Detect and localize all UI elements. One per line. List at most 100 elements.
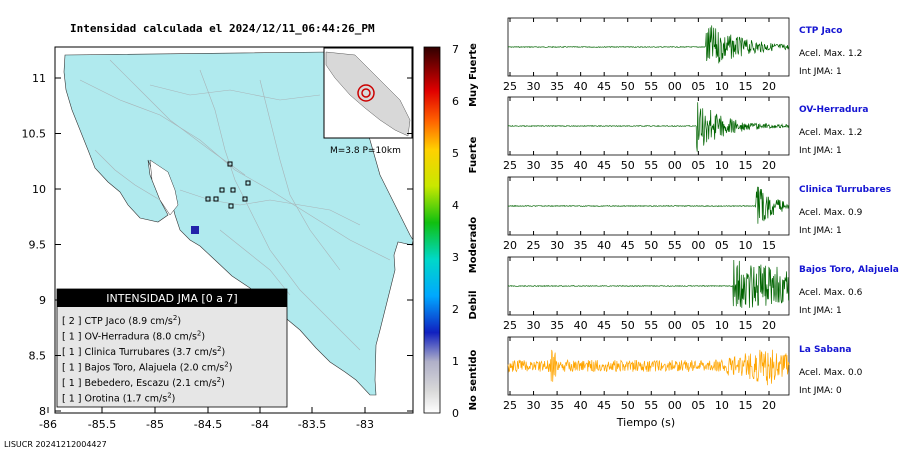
trace-tick-label: 25 — [503, 319, 517, 332]
lat-label: 10 — [32, 183, 46, 196]
trace-tick-label: 20 — [503, 239, 517, 252]
station-name: Bajos Toro, Alajuela — [799, 265, 899, 275]
trace-tick-label: 30 — [527, 319, 541, 332]
trace-tick-label: 30 — [527, 399, 541, 412]
trace-tick-label: 25 — [503, 80, 517, 93]
trace-panel: 25 30 35 40 45 50 55 00 05 10 15 20 Bajos Toro, Alaj… — [503, 256, 899, 332]
epicenter-ring — [357, 84, 375, 102]
legend-entry: [ 2 ] CTP Jaco (8.9 cm/s2) — [62, 314, 181, 327]
station-name: Clinica Turrubares — [799, 185, 891, 195]
trace-panel: 25 30 35 40 45 50 55 00 05 10 15 20 CTP Jaco Acel. Ma… — [503, 17, 862, 93]
seismic-traces: 25 30 35 40 45 50 55 00 05 10 15 20 CTP Jaco Acel. Ma… — [503, 17, 899, 412]
lat-label: 9 — [39, 294, 46, 307]
lon-label: -84 — [251, 418, 269, 431]
trace-tick-label: 40 — [574, 159, 588, 172]
trace-panel: 25 30 35 40 45 50 55 00 05 10 15 20 OV-Herradura Acel… — [503, 96, 868, 172]
trace-tick-label: 55 — [668, 239, 682, 252]
peak-accel: Acel. Max. 0.9 — [799, 208, 863, 218]
lon-label: -86 — [39, 418, 57, 431]
station-marker — [219, 187, 225, 193]
gulf-of-nicoya — [149, 159, 179, 216]
trace-tick-label: 55 — [644, 319, 658, 332]
intensity-map: M=3.8 P=10km INTENSIDAD JMA [0 a 7] [ 2 … — [22, 46, 414, 431]
colorbar-tick: 6 — [452, 95, 459, 108]
waveform — [507, 102, 790, 152]
jma-intensity: Int JMA: 0 — [799, 386, 842, 396]
colorbar-label: Fuerte — [468, 136, 479, 173]
trace-tick-label: 30 — [527, 159, 541, 172]
footer-id: LISUCR 20241212004427 — [4, 440, 107, 449]
lat-label: 10.5 — [22, 128, 47, 141]
lat-label: 8.5 — [29, 350, 47, 363]
trace-tick-label: 40 — [574, 80, 588, 93]
lat-label: 9.5 — [29, 239, 47, 252]
trace-tick-label: 50 — [621, 159, 635, 172]
trace-tick-label: 55 — [644, 80, 658, 93]
colorbar: 7 6 5 4 3 2 1 0 Muy Fuerte Fuerte Moderado Debil No… — [423, 43, 479, 420]
jma-intensity: Int JMA: 1 — [799, 146, 842, 156]
trace-tick-label: 45 — [597, 319, 611, 332]
colorbar-gradient — [423, 46, 441, 414]
trace-tick-label: 45 — [597, 399, 611, 412]
trace-tick-label: 15 — [762, 239, 776, 252]
trace-tick-label: 00 — [668, 159, 682, 172]
station-marker — [213, 196, 219, 202]
colorbar-label: Muy Fuerte — [468, 43, 479, 107]
jma-intensity: Int JMA: 1 — [799, 67, 842, 77]
lon-label: -83 — [356, 418, 374, 431]
trace-tick-label: 05 — [715, 239, 729, 252]
trace-tick-label: 15 — [738, 80, 752, 93]
colorbar-tick: 5 — [452, 147, 459, 160]
peak-accel: Acel. Max. 1.2 — [799, 128, 862, 138]
waveform — [507, 186, 790, 224]
trace-tick-label: 25 — [503, 399, 517, 412]
inset-label: M=3.8 P=10km — [330, 146, 401, 156]
trace-tick-label: 05 — [691, 399, 705, 412]
waveform — [508, 25, 790, 64]
trace-tick-label: 40 — [574, 399, 588, 412]
trace-tick-label: 15 — [738, 159, 752, 172]
waveform — [507, 349, 790, 386]
trace-tick-label: 10 — [715, 80, 729, 93]
waveform — [508, 259, 790, 308]
station-name: CTP Jaco — [799, 26, 842, 36]
station-name: OV-Herradura — [799, 105, 868, 115]
trace-tick-label: 15 — [738, 319, 752, 332]
peak-accel: Acel. Max. 1.2 — [799, 49, 862, 59]
trace-tick-label: 50 — [621, 80, 635, 93]
lat-label: 8 — [39, 405, 46, 418]
trace-tick-label: 00 — [668, 319, 682, 332]
colorbar-tick: 2 — [452, 303, 459, 316]
trace-tick-label: 35 — [550, 399, 564, 412]
intensity-legend: INTENSIDAD JMA [0 a 7] [ 2 ] CTP Jaco (8… — [56, 288, 288, 408]
trace-tick-label: 20 — [762, 399, 776, 412]
trace-tick-label: 00 — [691, 239, 705, 252]
colorbar-label: Debil — [468, 290, 479, 319]
station-marker — [227, 161, 233, 167]
trace-tick-label: 45 — [597, 80, 611, 93]
station-name: La Sabana — [799, 345, 852, 355]
lon-label: -84.5 — [194, 418, 222, 431]
lon-label: -83.5 — [298, 418, 326, 431]
trace-tick-label: 40 — [574, 319, 588, 332]
trace-tick-label: 20 — [762, 80, 776, 93]
trace-panel: 20 25 30 35 40 45 50 55 00 05 10 15 Clinica Turrubar… — [503, 176, 891, 252]
trace-tick-label: 35 — [550, 159, 564, 172]
trace-tick-label: 00 — [668, 399, 682, 412]
station-markers — [205, 161, 251, 209]
jma-intensity: Int JMA: 1 — [799, 226, 842, 236]
trace-tick-label: 05 — [691, 159, 705, 172]
trace-tick-label: 20 — [762, 159, 776, 172]
peak-accel: Acel. Max. 0.0 — [799, 368, 863, 378]
station-marker — [228, 203, 234, 209]
legend-entry: [ 1 ] Bajos Toro, Alajuela (2.0 cm/s2) — [62, 361, 232, 374]
legend-entry: [ 1 ] Orotina (1.7 cm/s2) — [62, 392, 175, 405]
legend-entry: [ 1 ] Bebedero, Escazu (2.1 cm/s2) — [62, 376, 225, 389]
trace-tick-label: 10 — [738, 239, 752, 252]
colorbar-tick: 3 — [452, 251, 459, 264]
map-title: Intensidad calculada el 2024/12/11_06:44… — [70, 22, 375, 35]
trace-tick-label: 10 — [715, 159, 729, 172]
peak-accel: Acel. Max. 0.6 — [799, 288, 863, 298]
station-marker — [245, 180, 251, 186]
legend-entry: [ 1 ] OV-Herradura (8.0 cm/s2) — [62, 330, 205, 343]
